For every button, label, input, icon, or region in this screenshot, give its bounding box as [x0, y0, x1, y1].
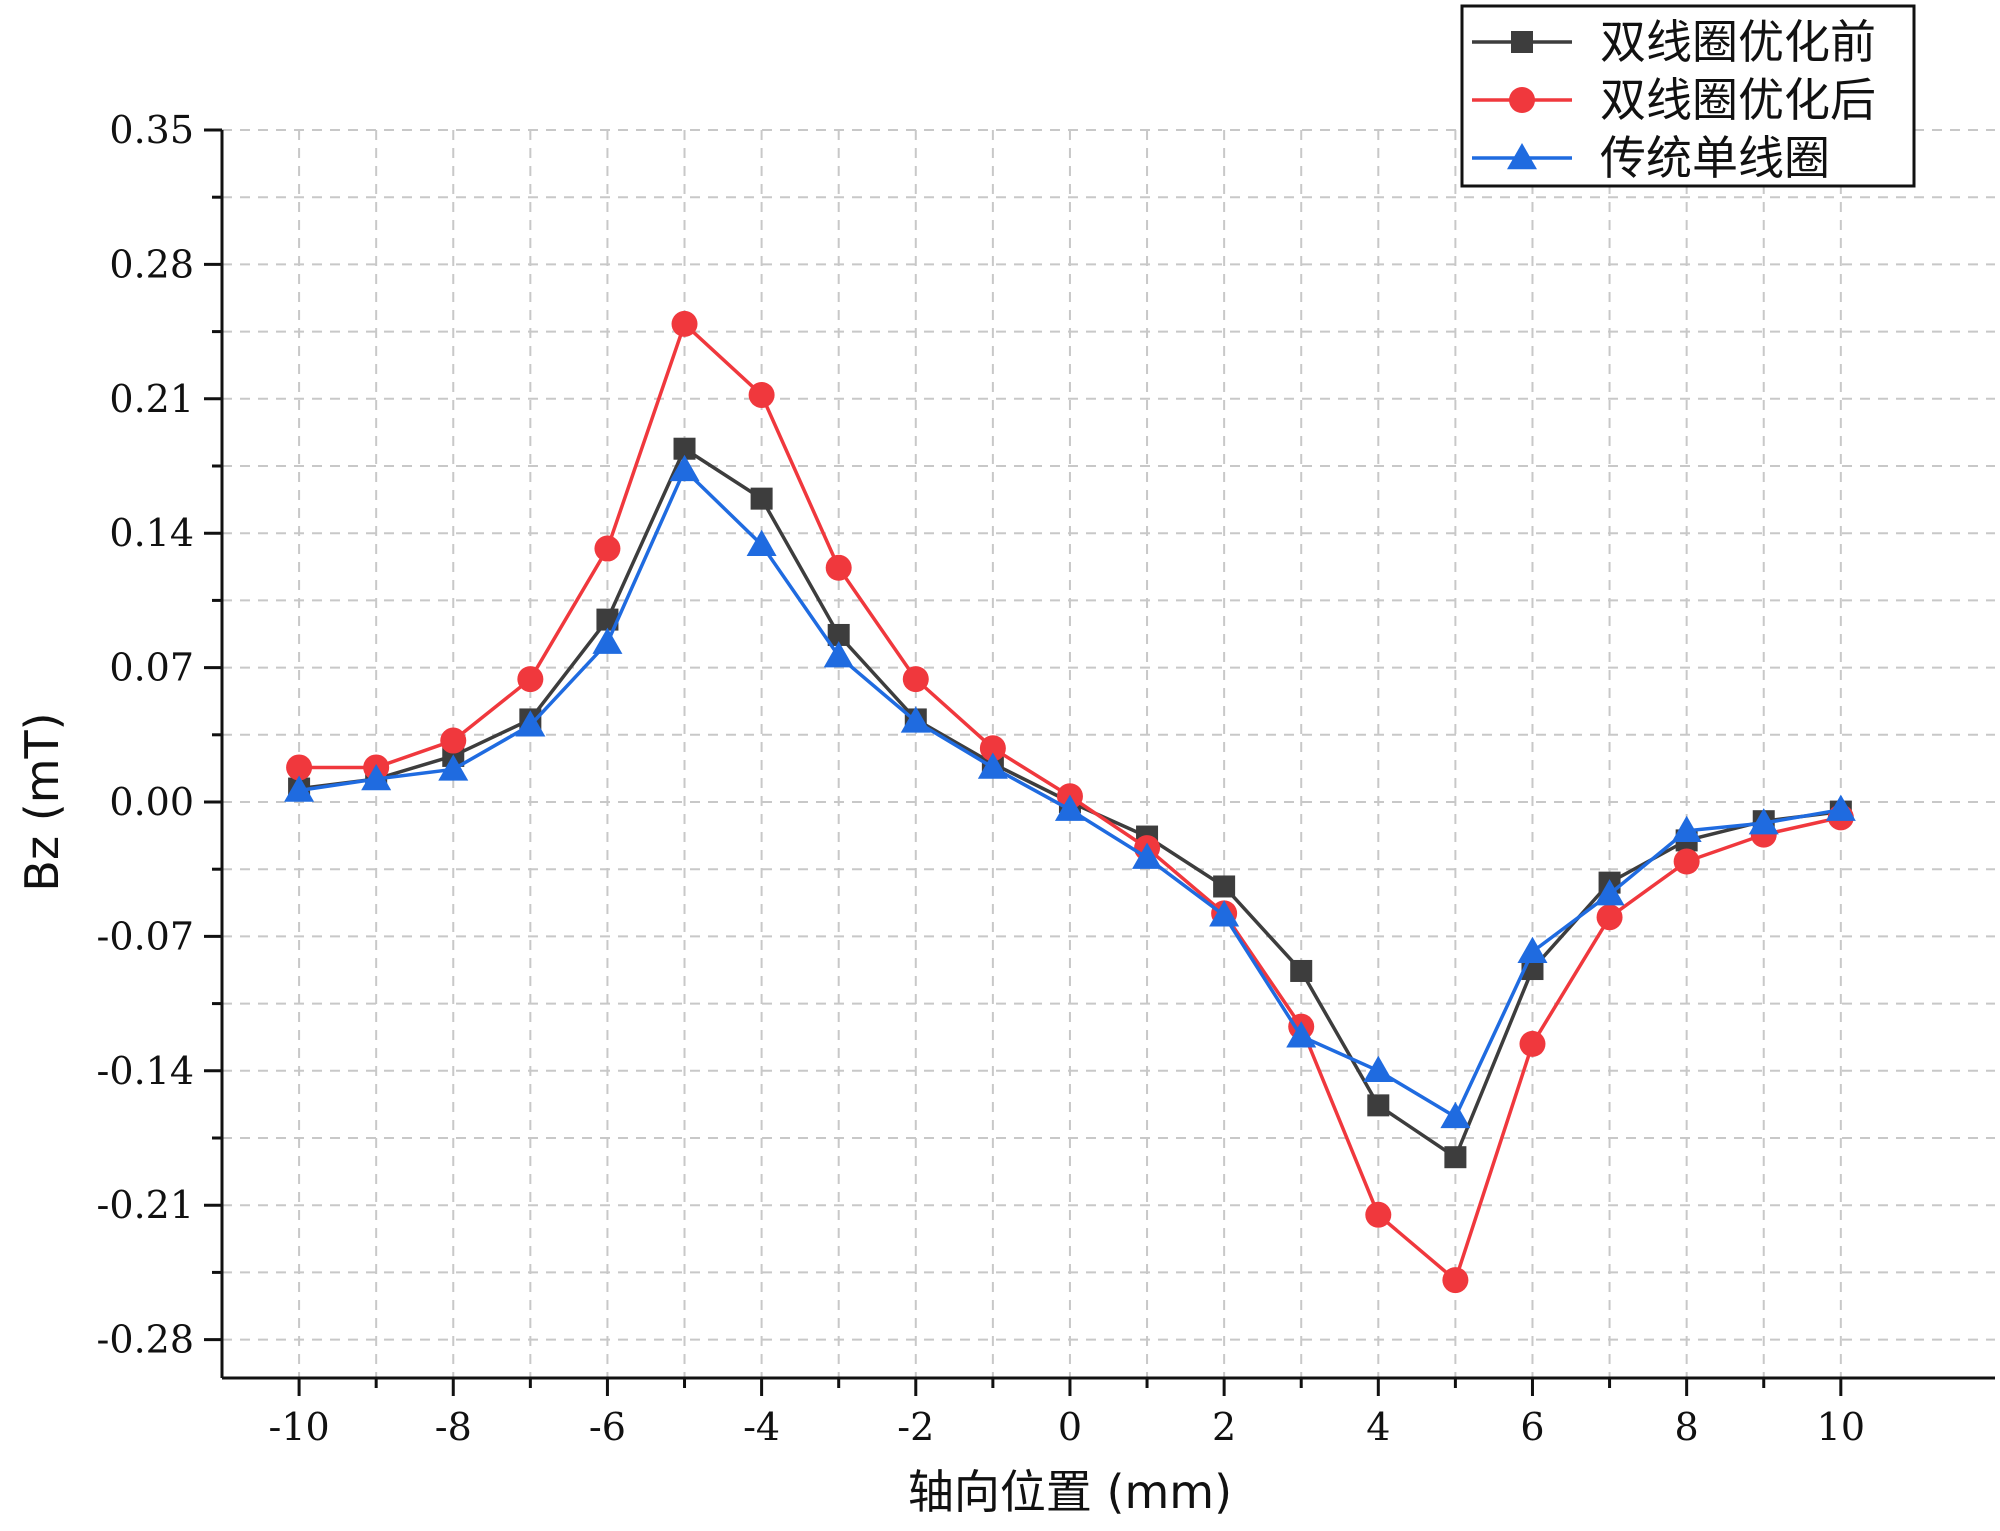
data-point [1594, 879, 1625, 906]
x-tick-label: 2 [1212, 1405, 1236, 1449]
y-tick-label: -0.28 [97, 1318, 194, 1362]
data-point [1673, 848, 1700, 875]
legend-marker [1511, 31, 1533, 53]
data-point [748, 381, 775, 408]
legend-marker [1509, 87, 1535, 113]
legend-label: 双线圈优化前 [1600, 15, 1876, 69]
data-point [823, 641, 854, 668]
legend-label: 传统单线圈 [1600, 131, 1830, 185]
data-point [1213, 875, 1236, 898]
data-point [1440, 1101, 1471, 1129]
data-point [284, 775, 315, 802]
y-axis-title: Bz (mT) [15, 712, 69, 891]
data-point [515, 710, 546, 737]
x-tick-label: 10 [1817, 1405, 1865, 1449]
series-3 [284, 454, 1856, 1129]
x-tick-label: -10 [268, 1405, 329, 1449]
x-tick-label: 4 [1366, 1405, 1390, 1449]
data-point [438, 754, 469, 781]
x-tick-label: -4 [743, 1405, 780, 1449]
data-point [1671, 815, 1702, 843]
data-point [440, 727, 467, 754]
data-point [1367, 1094, 1390, 1117]
data-point [979, 735, 1006, 762]
y-tick-label: -0.07 [97, 914, 194, 958]
x-tick-label: 8 [1675, 1405, 1699, 1449]
x-tick-label: 6 [1520, 1405, 1544, 1449]
y-tick-label: 0.00 [109, 780, 194, 824]
x-tick-label: -2 [897, 1405, 934, 1449]
y-tick-label: -0.14 [97, 1049, 194, 1093]
data-point [671, 310, 698, 337]
y-tick-label: 0.28 [109, 242, 194, 286]
data-point [900, 706, 931, 733]
x-tick-label: -6 [589, 1405, 626, 1449]
data-point [1519, 1030, 1546, 1057]
data-point [902, 666, 929, 693]
data-point [1054, 794, 1085, 821]
y-tick-label: 0.14 [109, 511, 194, 555]
data-point [1825, 794, 1856, 821]
data-point [1517, 936, 1548, 964]
legend-box [1460, 4, 1916, 188]
data-point [1596, 904, 1623, 931]
axes: 0.35 0.28 0.21 0.14 0.07 0.00 -0.07 -0.14 -0.21 -… [97, 108, 1995, 1449]
data-point [977, 752, 1008, 779]
y-tick-label: 0.07 [109, 646, 194, 690]
data-point [594, 535, 621, 562]
data-point [1442, 1267, 1469, 1294]
data-point [596, 608, 619, 631]
data-point [1209, 900, 1240, 927]
data-point [1365, 1201, 1392, 1228]
data-point [1132, 842, 1163, 869]
data-point [286, 754, 313, 781]
data-point [361, 763, 392, 791]
series-layer [284, 310, 1856, 1294]
data-point [1444, 1146, 1467, 1169]
y-tick-label: 0.21 [109, 377, 194, 421]
data-point [1290, 959, 1313, 982]
y-tick-label: 0.35 [109, 108, 194, 152]
grid [222, 129, 1995, 1378]
data-point [673, 437, 696, 460]
data-point [825, 554, 852, 581]
data-point [1748, 808, 1779, 835]
y-tick-label: -0.21 [97, 1183, 194, 1227]
data-point [1286, 1021, 1317, 1048]
x-axis-title: 轴向位置 (mm) [908, 1465, 1232, 1519]
data-point [827, 623, 850, 646]
x-tick-label: 0 [1058, 1405, 1082, 1449]
data-point [517, 666, 544, 693]
data-point [1363, 1055, 1394, 1083]
data-point [669, 454, 700, 482]
data-point [750, 487, 773, 510]
data-point [746, 529, 777, 556]
legend-label: 双线圈优化后 [1600, 73, 1876, 127]
x-tick-label: -8 [435, 1405, 472, 1449]
legend-marker [1507, 143, 1537, 170]
data-point [592, 627, 623, 654]
